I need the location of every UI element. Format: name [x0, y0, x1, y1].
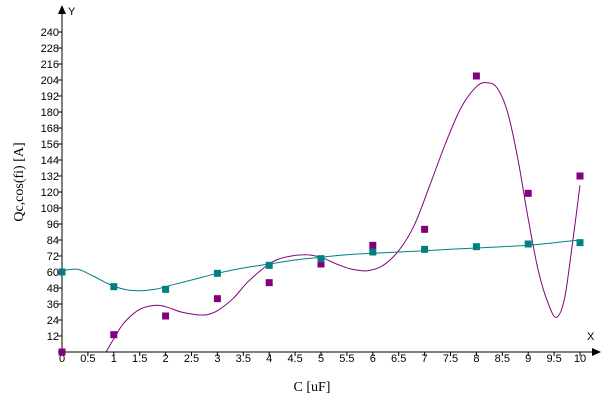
x-tick-label: 3 — [214, 353, 220, 365]
series-2-point — [421, 245, 429, 253]
series-2-point — [524, 240, 532, 248]
series-2-point — [369, 248, 377, 256]
series-2-point — [265, 261, 273, 269]
y-tick-label: 96 — [47, 219, 59, 231]
y-tick-label: 180 — [41, 107, 59, 119]
y-tick-label: 24 — [47, 315, 59, 327]
y-tick-label: 36 — [47, 299, 59, 311]
x-tick-label: 4.5 — [287, 353, 302, 365]
series-1-point — [162, 312, 170, 320]
y-tick-label: 60 — [47, 267, 59, 279]
y-tick-label: 132 — [41, 171, 59, 183]
y-tick-label: 72 — [47, 251, 59, 263]
x-tick-label: 5.5 — [339, 353, 354, 365]
x-tick-label: 7 — [422, 353, 428, 365]
series-1-point — [265, 279, 273, 287]
y-tick-label: 120 — [41, 187, 59, 199]
y-axis-arrow — [58, 5, 66, 14]
y-tick-label: 168 — [41, 123, 59, 135]
x-tick-label: 6 — [370, 353, 376, 365]
series-2-point — [162, 285, 170, 293]
x-tick-label: 9 — [525, 353, 531, 365]
series-2-point — [472, 243, 480, 251]
x-axis-arrow — [592, 348, 601, 356]
x-tick-label: 6.5 — [391, 353, 406, 365]
x-tick-label: 7.5 — [443, 353, 458, 365]
x-tick-label: 4 — [266, 353, 272, 365]
axes: X Y — [58, 5, 601, 356]
y-tick-label: 192 — [41, 91, 59, 103]
y-tick-label: 12 — [47, 331, 59, 343]
series-1-point — [213, 295, 221, 303]
series-1-point — [369, 241, 377, 249]
y-tick-label: 84 — [47, 235, 59, 247]
x-tick-label: 1 — [111, 353, 117, 365]
y-axis-title: Qc,cos(fi) [A] — [12, 142, 27, 221]
y-ticks: 12 24 36 48 60 72 84 96 108 120 132 144 156 168 180 192… — [41, 27, 62, 353]
series-2-point — [317, 255, 325, 263]
series-1-point — [576, 172, 584, 180]
series-1-point — [317, 260, 325, 268]
y-tick-label: 216 — [41, 59, 59, 71]
x-axis-letter: X — [587, 331, 595, 343]
y-tick-label: 48 — [47, 283, 59, 295]
x-tick-label: 8 — [473, 353, 479, 365]
y-tick-label: 204 — [41, 75, 59, 87]
y-axis-letter: Y — [68, 6, 76, 18]
series-1-curve — [105, 82, 581, 353]
x-tick-label: 8.5 — [495, 353, 510, 365]
series-1-point — [524, 189, 532, 197]
data-points — [58, 72, 584, 356]
y-tick-label: 108 — [41, 203, 59, 215]
x-tick-label: 0 — [59, 353, 65, 365]
x-tick-label: 3.5 — [236, 353, 251, 365]
series-2-point — [58, 268, 66, 276]
series-2-point — [576, 239, 584, 247]
x-tick-label: 5 — [318, 353, 324, 365]
x-tick-label: 2 — [163, 353, 169, 365]
series-2-point — [213, 269, 221, 277]
x-ticks: 0 0.5 1 1.5 2 2.5 3 3.5 4 4.5 5 5.5 6 6.5 7 7.5 8 8.5 9 9.5… — [59, 352, 586, 365]
series-1-point — [421, 225, 429, 233]
series-1-point — [58, 348, 66, 356]
y-tick-label: 228 — [41, 43, 59, 55]
x-tick-label: 1.5 — [132, 353, 147, 365]
x-tick-label: 0.5 — [80, 353, 95, 365]
x-tick-label: 2.5 — [184, 353, 199, 365]
x-tick-label: 10 — [574, 353, 586, 365]
x-axis-title: C [uF] — [294, 380, 331, 395]
series-1-point — [110, 331, 118, 339]
y-tick-label: 240 — [41, 27, 59, 39]
x-tick-label: 9.5 — [546, 353, 561, 365]
fitted-curves — [61, 82, 581, 353]
series-1-point — [472, 72, 480, 80]
y-tick-label: 156 — [41, 139, 59, 151]
series-2-point — [110, 283, 118, 291]
y-tick-label: 144 — [41, 155, 59, 167]
